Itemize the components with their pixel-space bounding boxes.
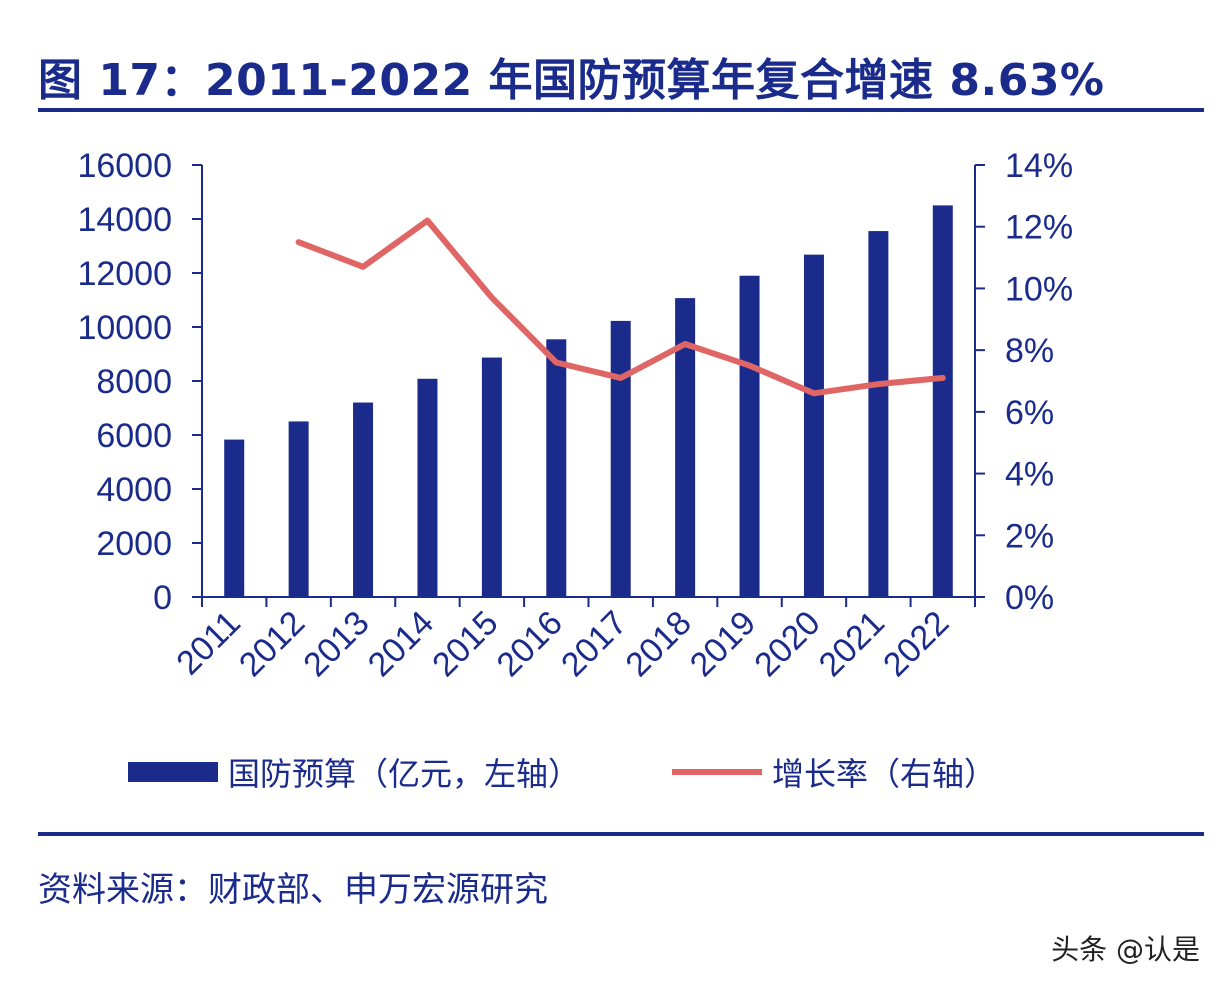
x-tick-label: 2019 bbox=[683, 604, 763, 684]
x-tick-label: 2014 bbox=[361, 604, 441, 684]
growth-point-2021 bbox=[877, 383, 880, 386]
bar-2018 bbox=[675, 298, 696, 597]
x-tick-label: 2021 bbox=[812, 604, 892, 684]
x-axis-labels: 2011201220132014201520162017201820192020… bbox=[169, 604, 956, 684]
right-tick-label: 4% bbox=[1005, 456, 1054, 494]
legend-line-label: 增长率（右轴） bbox=[772, 755, 996, 793]
bar-2014 bbox=[417, 378, 438, 597]
left-tick-label: 16000 bbox=[77, 147, 172, 185]
growth-point-2015 bbox=[490, 296, 493, 299]
left-tick-label: 2000 bbox=[96, 525, 172, 563]
growth-point-2012 bbox=[297, 241, 300, 244]
x-tick-label: 2015 bbox=[425, 604, 505, 684]
left-tick-label: 10000 bbox=[77, 309, 172, 347]
growth-point-2019 bbox=[748, 364, 751, 367]
bar-2011 bbox=[224, 439, 245, 597]
bar-2016 bbox=[546, 339, 567, 597]
watermark: 头条 @认是 bbox=[1051, 933, 1200, 966]
left-tick-label: 12000 bbox=[77, 255, 172, 293]
x-tick-label: 2017 bbox=[554, 604, 634, 684]
growth-point-2014 bbox=[426, 219, 429, 222]
x-tick-label: 2016 bbox=[490, 604, 570, 684]
growth-point-2020 bbox=[812, 392, 815, 395]
bar-2020 bbox=[803, 254, 824, 597]
left-tick-label: 14000 bbox=[77, 201, 172, 239]
x-tick-label: 2011 bbox=[169, 604, 248, 683]
right-tick-label: 12% bbox=[1005, 209, 1073, 247]
bar-2022 bbox=[932, 205, 953, 597]
left-tick-label: 4000 bbox=[96, 471, 172, 509]
right-tick-label: 10% bbox=[1005, 270, 1073, 308]
bar-2013 bbox=[353, 402, 374, 597]
x-tick-label: 2022 bbox=[876, 604, 956, 684]
bar-2012 bbox=[288, 421, 309, 597]
bar-series bbox=[224, 205, 953, 597]
left-tick-label: 0 bbox=[153, 579, 172, 617]
right-axis-labels: 0% 2% 4% 6% 8% 10% 12% 14% bbox=[1005, 147, 1073, 617]
source-note: 资料来源：财政部、申万宏源研究 bbox=[38, 870, 548, 910]
bar-2019 bbox=[739, 275, 760, 597]
x-tick-label: 2020 bbox=[747, 604, 827, 684]
right-tick-label: 2% bbox=[1005, 517, 1054, 555]
legend-bar-swatch bbox=[128, 762, 218, 782]
growth-point-2022 bbox=[941, 376, 944, 379]
bar-2017 bbox=[610, 320, 631, 597]
left-tick-label: 8000 bbox=[96, 363, 172, 401]
legend-bar-label: 国防预算（亿元，左轴） bbox=[228, 755, 580, 793]
legend: 国防预算（亿元，左轴） 增长率（右轴） bbox=[128, 755, 996, 793]
bar-2021 bbox=[868, 231, 889, 597]
x-tick-label: 2018 bbox=[618, 604, 698, 684]
growth-point-2018 bbox=[684, 342, 687, 345]
growth-point-2017 bbox=[619, 376, 622, 379]
right-tick-label: 8% bbox=[1005, 332, 1054, 370]
right-tick-label: 6% bbox=[1005, 394, 1054, 432]
title-divider bbox=[38, 108, 1204, 112]
figure-title: 图 17：2011-2022 年国防预算年复合增速 8.63% bbox=[38, 55, 1105, 106]
right-tick-label: 14% bbox=[1005, 147, 1073, 185]
growth-point-2016 bbox=[555, 361, 558, 364]
x-tick-label: 2013 bbox=[296, 604, 376, 684]
left-tick-label: 6000 bbox=[96, 417, 172, 455]
growth-point-2013 bbox=[362, 265, 365, 268]
left-axis-labels: 0 2000 4000 6000 8000 10000 12000 14000 16000 bbox=[77, 147, 172, 617]
bar-2015 bbox=[481, 357, 502, 597]
footer-divider bbox=[38, 832, 1204, 836]
chart-axes bbox=[192, 164, 985, 607]
line-series bbox=[295, 217, 946, 397]
right-tick-label: 0% bbox=[1005, 579, 1054, 617]
x-tick-label: 2012 bbox=[232, 604, 312, 684]
